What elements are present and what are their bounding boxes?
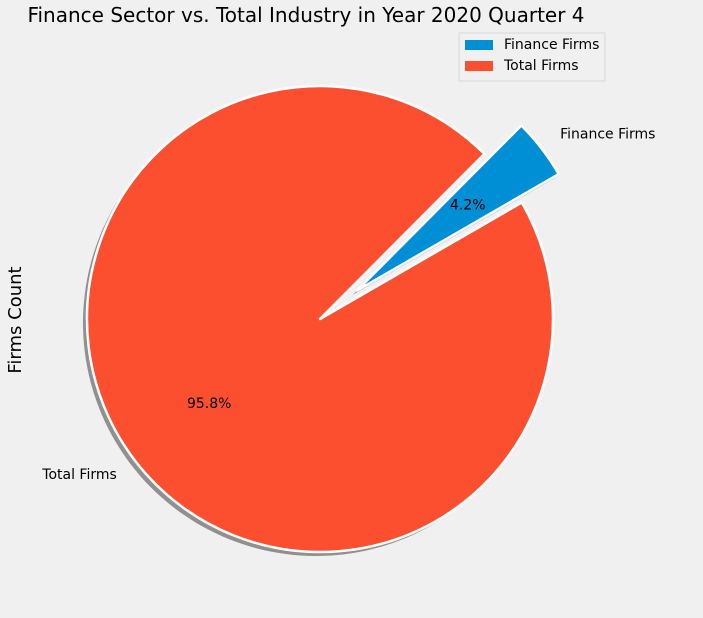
slice-label-total-firms: Total Firms [41,467,117,483]
legend-swatch-finance-firms [465,40,493,50]
legend-swatch-total-firms [465,61,493,71]
pie-slice-finance-firms [355,124,560,292]
y-axis-label: Firms Count [5,266,26,373]
chart-title: Finance Sector vs. Total Industry in Yea… [27,3,584,27]
legend-label-total-firms: Total Firms [503,58,579,74]
pie-labels: Finance Firms 4.2% Total Firms 95.8% [41,126,655,483]
percent-label-total-firms: 95.8% [187,396,231,412]
pie-slices [85,84,560,554]
slice-label-finance-firms: Finance Firms [560,126,655,142]
percent-label-finance-firms: 4.2% [450,197,486,213]
pie-slice-total-firms [85,84,555,554]
chart-legend: Finance Firms Total Firms [458,32,606,82]
legend-label-finance-firms: Finance Firms [504,37,599,53]
